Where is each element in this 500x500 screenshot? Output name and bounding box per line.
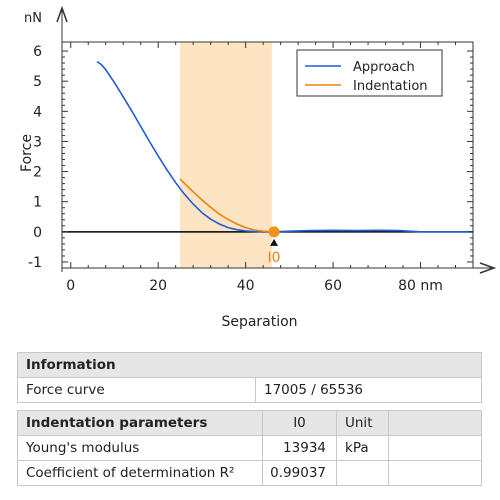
indentation-parameters-table: Indentation parameters I0 Unit Young's m…	[17, 410, 482, 486]
table-row: Force curve 17005 / 65536	[17, 377, 482, 403]
i0-marker-dot	[268, 226, 280, 238]
x-tick-label: 0	[66, 278, 75, 294]
legend-box	[296, 49, 443, 97]
legend-label: Approach	[353, 60, 415, 75]
table-row: Young's modulus 13934 kPa	[17, 435, 482, 461]
i0-marker-label: I0	[268, 250, 281, 266]
x-tick-label: 60	[324, 278, 342, 294]
y-tick-label: 5	[33, 74, 42, 90]
indentation-header-row: Indentation parameters I0 Unit	[17, 410, 482, 436]
x-tick-label: 40	[237, 278, 255, 294]
y-axis-label: Force	[19, 134, 35, 172]
y-unit-label: nN	[24, 11, 42, 26]
y-tick-label: -1	[28, 255, 42, 271]
r-squared-label: Coefficient of determination R²	[17, 460, 263, 486]
y-tick-label: 3	[33, 134, 42, 150]
blank-column-header	[388, 410, 482, 436]
information-header-row: Information	[17, 352, 482, 378]
indentation-region-shade	[180, 42, 272, 268]
x-axis-arrow-icon	[479, 262, 497, 274]
y-tick-label: 4	[33, 104, 42, 120]
legend-label: Indentation	[353, 79, 428, 94]
x-tick-label: 20	[149, 278, 167, 294]
y-tick-label: 6	[33, 44, 42, 60]
y-tick-label: 2	[33, 165, 42, 181]
table-row: Coefficient of determination R² 0.99037	[17, 460, 482, 486]
information-header: Information	[17, 352, 482, 378]
series-line-approach	[96, 60, 469, 233]
series-line-indentation	[179, 178, 275, 233]
information-table: Information Force curve 17005 / 65536	[17, 352, 482, 403]
y-tick-label: 0	[33, 225, 42, 241]
youngs-modulus-label: Young's modulus	[17, 435, 263, 461]
indentation-header: Indentation parameters	[17, 410, 263, 436]
y-axis-arrow-icon	[56, 5, 68, 23]
value-column-header: I0	[262, 410, 337, 436]
r-squared-value: 0.99037	[262, 460, 337, 486]
blank-cell	[388, 460, 482, 486]
y-tick-label: 1	[33, 195, 42, 211]
blank-cell	[388, 435, 482, 461]
force-curve-value: 17005 / 65536	[255, 377, 482, 403]
force-curve-label: Force curve	[17, 377, 256, 403]
youngs-modulus-unit: kPa	[336, 435, 389, 461]
unit-column-header: Unit	[336, 410, 389, 436]
x-tick-label: 80 nm	[398, 278, 443, 294]
r-squared-unit	[336, 460, 389, 486]
youngs-modulus-value: 13934	[262, 435, 337, 461]
x-axis-label: Separation	[221, 314, 297, 330]
i0-marker-triangle-icon	[270, 238, 279, 246]
